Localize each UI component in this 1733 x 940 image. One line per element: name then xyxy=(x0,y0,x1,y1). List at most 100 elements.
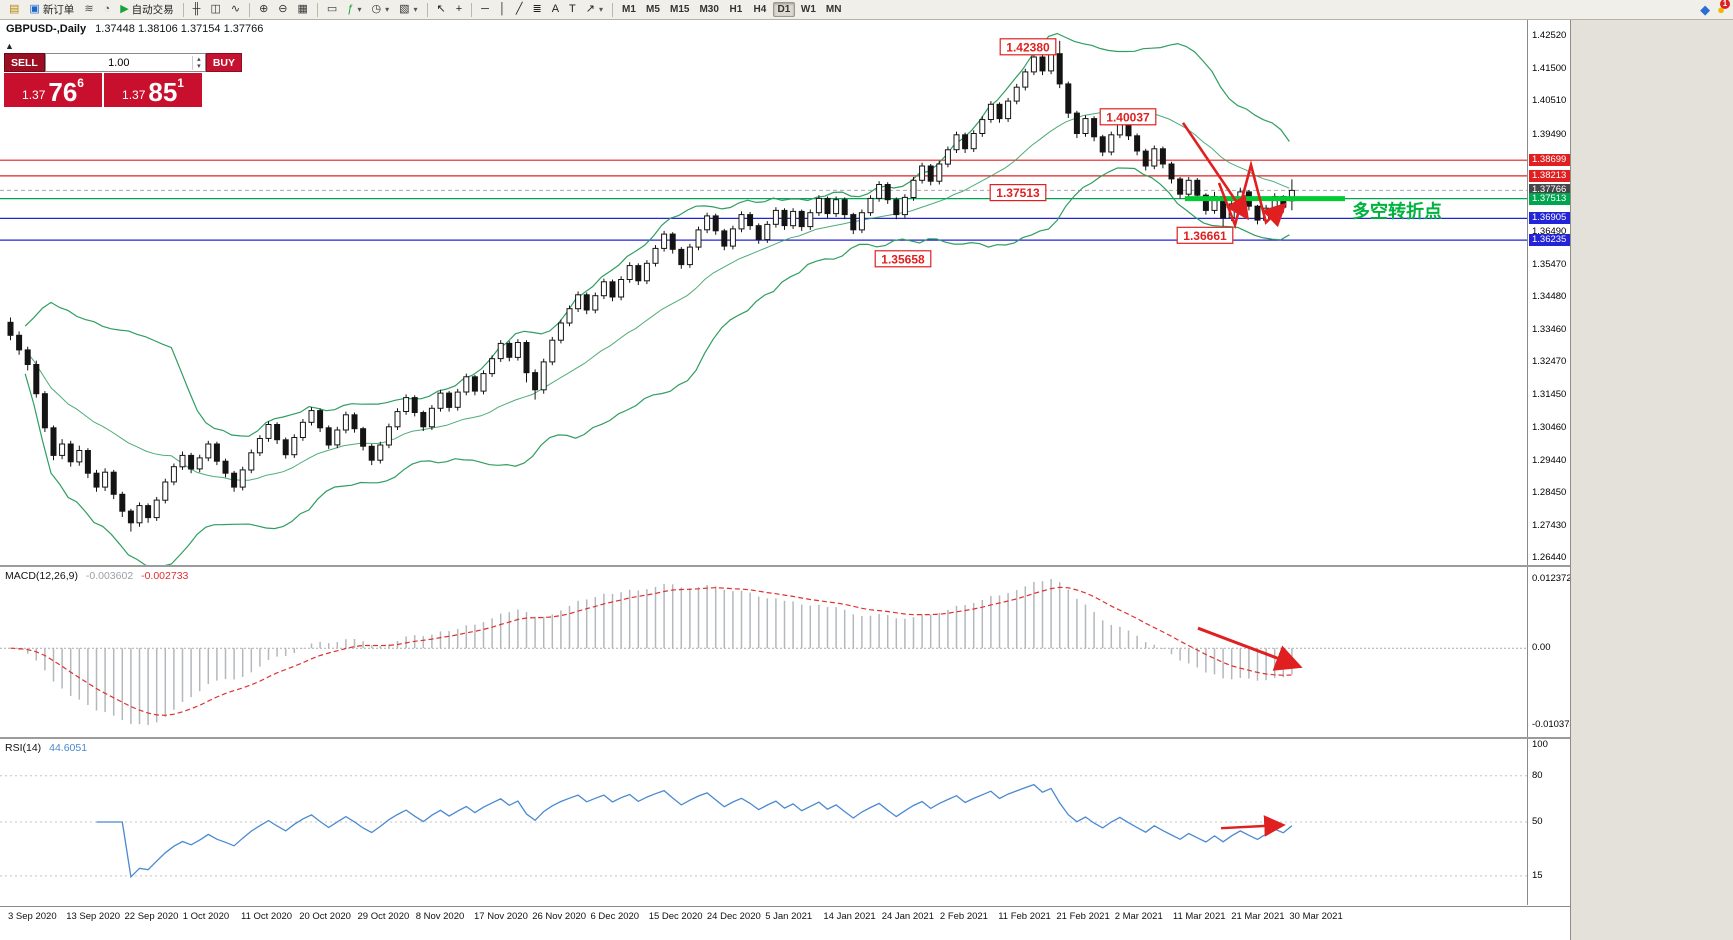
price-label-box[interactable]: 1.37513 xyxy=(989,184,1047,202)
community-button[interactable]: ◆ xyxy=(1700,2,1711,17)
one-click-collapse-icon[interactable]: ▲ xyxy=(5,41,14,51)
volume-control[interactable]: ▴ ▾ xyxy=(44,53,206,72)
new-chart-icon: ▤ xyxy=(9,3,20,15)
buy-button[interactable]: BUY xyxy=(205,53,243,72)
templates-button[interactable]: ▧ ▾ xyxy=(394,1,422,18)
timeframe-h4-button[interactable]: H4 xyxy=(749,2,771,17)
date-label: 11 Feb 2021 xyxy=(998,911,1051,922)
date-label: 29 Oct 2020 xyxy=(357,911,410,922)
price-tag-normal: 1.41500 xyxy=(1532,63,1567,75)
date-label: 14 Jan 2021 xyxy=(823,911,876,922)
date-label: 24 Jan 2021 xyxy=(881,911,934,922)
sell-price-main: 1.37 xyxy=(22,88,46,102)
macd-down-arrow xyxy=(1197,626,1303,671)
price-tag-normal: 1.27430 xyxy=(1532,519,1567,531)
sell-price[interactable]: 1.37 76 6 xyxy=(4,73,102,107)
macd-axis[interactable]: 0.012372 0.00 -0.010374 xyxy=(1527,567,1575,737)
date-label: 2 Mar 2021 xyxy=(1114,911,1163,922)
ohlc-values: 1.37448 1.38106 1.37154 1.37766 xyxy=(95,23,264,35)
grid-button[interactable]: ▦ xyxy=(293,1,313,18)
trendline-icon: ╱ xyxy=(515,3,523,15)
timeframe-mn-button[interactable]: MN xyxy=(822,2,846,17)
svg-text:1.40037: 1.40037 xyxy=(1106,110,1150,124)
auto-trading-icon: ▶ xyxy=(120,3,129,15)
workspace-background xyxy=(1570,20,1733,940)
timeframe-d1-button[interactable]: D1 xyxy=(772,2,795,17)
volume-spinner[interactable]: ▴ ▾ xyxy=(191,55,205,70)
toolbar-separator xyxy=(471,2,473,17)
crosshair-button[interactable]: + xyxy=(451,1,467,18)
hline-button[interactable]: ─ xyxy=(476,1,494,18)
volume-down-icon[interactable]: ▾ xyxy=(197,62,201,70)
notification-button[interactable]: ● 1 xyxy=(1717,0,1730,17)
date-label: 20 Oct 2020 xyxy=(299,911,351,922)
trendline-button[interactable]: ╱ xyxy=(511,1,528,18)
price-label-box[interactable]: 1.35658 xyxy=(874,250,932,268)
line-chart-button[interactable]: ∿ xyxy=(226,1,245,18)
timeframe-w1-button[interactable]: W1 xyxy=(797,2,820,17)
auto-trading-button-label: 自动交易 xyxy=(131,4,174,16)
rsi-canvas[interactable] xyxy=(0,739,1527,905)
timeframe-m5-button[interactable]: M5 xyxy=(642,2,664,17)
macd-canvas[interactable] xyxy=(0,567,1527,737)
timeframe-m15-button[interactable]: M15 xyxy=(666,2,693,17)
date-label: 11 Mar 2021 xyxy=(1172,911,1226,922)
zoom-in-button[interactable]: ⊕ xyxy=(254,1,273,18)
main-chart-canvas[interactable]: 1.42380 1.40037 1.37513 1.36661 1.35658 多空转折点 xyxy=(0,20,1527,565)
price-tag-green: 1.37513 xyxy=(1529,192,1571,205)
panel-separator[interactable] xyxy=(0,565,1570,567)
zoom-out-icon: ⊖ xyxy=(278,3,288,15)
buy-price-point: 1 xyxy=(177,76,184,90)
rsi-name: RSI(14) xyxy=(5,742,42,754)
label-button[interactable]: T xyxy=(564,1,581,18)
periods-menu-button[interactable]: ◷ ▾ xyxy=(366,1,394,18)
price-tag-normal: 1.28450 xyxy=(1532,486,1567,498)
tile-windows-button[interactable]: ▭ xyxy=(322,1,342,18)
bollinger-upper xyxy=(24,32,1290,437)
sell-price-pips: 76 xyxy=(48,77,78,107)
bar-chart-icon: ╫ xyxy=(192,3,201,15)
chevron-down-icon: ▾ xyxy=(357,5,362,14)
timeframe-m30-button[interactable]: M30 xyxy=(695,2,722,17)
arrows-icon: ↗ xyxy=(585,3,595,15)
zoom-out-button[interactable]: ⊖ xyxy=(273,1,292,18)
panel-separator[interactable] xyxy=(0,737,1570,739)
market-depth-button[interactable]: ≋ xyxy=(79,1,98,18)
sell-button[interactable]: SELL xyxy=(4,53,45,72)
toolbar-separator xyxy=(316,2,318,17)
new-order-button[interactable]: ▣ 新订单 xyxy=(24,1,79,18)
rsi-scale-label: 80 xyxy=(1532,769,1543,781)
rsi-axis[interactable]: 100 80 50 15 xyxy=(1527,739,1571,905)
price-label-box[interactable]: 1.36661 xyxy=(1176,226,1234,244)
buy-price[interactable]: 1.37 85 1 xyxy=(104,73,202,107)
alerts-button[interactable]: ◔ xyxy=(99,1,116,18)
timeframe-m1-button[interactable]: M1 xyxy=(618,2,640,17)
toolbar-separator xyxy=(426,2,428,17)
price-axis[interactable]: 1.42520 1.41500 1.40510 1.39490 1.38699 1.382… xyxy=(1527,20,1571,565)
timeframe-h1-button[interactable]: H1 xyxy=(725,2,747,17)
date-label: 5 Jan 2021 xyxy=(765,911,813,922)
date-label: 17 Nov 2020 xyxy=(474,911,528,922)
arrows-button[interactable]: ↗ ▾ xyxy=(581,1,608,18)
date-label: 13 Sep 2020 xyxy=(66,911,121,922)
bar-chart-button[interactable]: ╫ xyxy=(188,1,206,18)
grid-icon: ▦ xyxy=(297,3,308,15)
volume-input[interactable] xyxy=(45,54,192,71)
price-tag-blue: 1.36905 xyxy=(1529,212,1571,225)
date-axis[interactable]: 3 Sep 2020 13 Sep 2020 22 Sep 2020 1 Oct 20… xyxy=(0,906,1570,929)
volume-up-icon[interactable]: ▴ xyxy=(197,55,201,63)
hline-icon: ─ xyxy=(481,3,489,15)
fibonacci-button[interactable]: ≣ xyxy=(527,1,546,18)
toolbar-separator xyxy=(612,2,613,17)
new-chart-button[interactable]: ▤ xyxy=(4,1,24,18)
date-label: 24 Dec 2020 xyxy=(706,911,761,922)
vline-button[interactable]: │ xyxy=(494,1,511,18)
text-button[interactable]: A xyxy=(547,1,564,18)
price-label-box[interactable]: 1.40037 xyxy=(1099,108,1157,126)
cursor-button[interactable]: ↖ xyxy=(432,1,451,18)
price-label-box[interactable]: 1.42380 xyxy=(999,38,1057,56)
date-label: 2 Feb 2021 xyxy=(939,911,988,922)
indicators-button[interactable]: ƒ ▾ xyxy=(342,1,366,18)
candlestick-button[interactable]: ◫ xyxy=(205,1,225,18)
auto-trading-button[interactable]: ▶ 自动交易 xyxy=(115,1,178,18)
